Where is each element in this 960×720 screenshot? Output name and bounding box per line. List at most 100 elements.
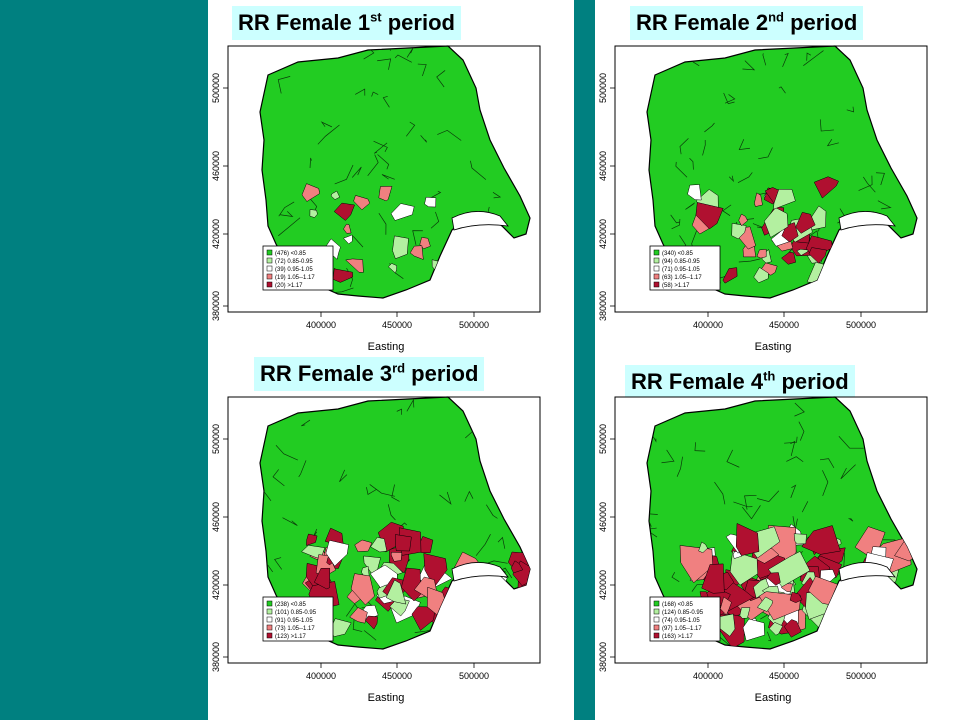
legend-entry: (101) 0.85-0.95 (275, 610, 317, 616)
district-boundary (412, 230, 423, 245)
district-boundary (742, 505, 761, 520)
district-patch (679, 545, 714, 584)
x-tick-label: 500000 (459, 320, 489, 330)
district-patch (813, 176, 839, 199)
district-patch (345, 258, 364, 273)
district-boundary (723, 92, 735, 105)
district-boundary (863, 176, 876, 193)
y-tick-label: 420000 (211, 570, 221, 600)
district-patch (301, 183, 320, 202)
district-boundary (282, 517, 298, 526)
legend-swatch (266, 616, 273, 623)
district-patch (353, 195, 371, 211)
district-patch (773, 189, 796, 210)
district-boundary (298, 460, 307, 478)
district-patch (309, 209, 318, 218)
x-tick-label: 500000 (459, 671, 489, 681)
x-tick-label: 400000 (306, 671, 336, 681)
district-patch (722, 267, 738, 284)
district-boundary (733, 501, 753, 508)
district-boundary (334, 164, 354, 185)
district-patch (424, 196, 437, 208)
legend-entry: (39) 0.95-1.05 (275, 267, 313, 273)
district-patch (343, 223, 352, 234)
legend-entry: (63) 1.05--1.17 (662, 275, 702, 281)
legend-swatch (266, 273, 273, 280)
district-boundary (406, 398, 415, 412)
district-boundary (724, 94, 736, 104)
district-boundary (464, 490, 474, 502)
district-boundary (373, 142, 388, 154)
x-tick-label: 450000 (382, 671, 412, 681)
legend-entry: (124) 0.85-0.95 (662, 610, 704, 616)
district-patch (766, 572, 781, 586)
district-patch (395, 534, 412, 552)
district-boundary (647, 527, 658, 538)
district-boundary (406, 121, 416, 137)
district-patch (729, 550, 758, 586)
map-title: RR Female 1st period (232, 6, 461, 40)
district-patch (808, 247, 828, 264)
legend-swatch (653, 608, 660, 615)
district-boundary (381, 174, 395, 180)
district-patch (354, 539, 373, 552)
district-patch (392, 235, 409, 260)
district-patch (313, 567, 331, 590)
estuary (451, 211, 509, 231)
district-boundary (355, 88, 366, 96)
x-tick-label: 500000 (846, 320, 876, 330)
district-boundary (274, 557, 283, 570)
legend-swatch (653, 257, 660, 264)
x-tick-label: 450000 (382, 320, 412, 330)
district-boundary (714, 481, 726, 505)
district-patch (350, 573, 375, 606)
choropleth-map: (168) <0.85 (124) 0.85-0.95 (74) 0.95-1.05… (598, 396, 928, 704)
y-tick-label: 460000 (211, 151, 221, 181)
district-boundary (275, 445, 298, 461)
district-patch (365, 615, 378, 630)
district-boundary (822, 470, 829, 496)
district-boundary (742, 60, 756, 71)
district-boundary (377, 154, 390, 170)
district-patches (647, 50, 914, 288)
district-boundary (339, 469, 348, 482)
y-tick-label: 500000 (211, 73, 221, 103)
district-boundary (671, 572, 680, 583)
district-boundary (470, 160, 487, 180)
district-boundary (485, 560, 508, 565)
district-boundary (382, 95, 390, 108)
district-boundary (801, 501, 809, 513)
district-boundary (803, 50, 824, 66)
district-patch (409, 245, 424, 260)
district-boundary (301, 419, 311, 427)
district-patch (732, 551, 743, 559)
district-boundary (876, 172, 885, 186)
legend-entry: (20) >1.17 (275, 283, 303, 289)
district-patch (687, 184, 702, 201)
district-boundary (277, 76, 291, 94)
district-boundary (784, 436, 798, 444)
y-tick-label: 380000 (598, 291, 608, 321)
district-boundary (391, 484, 400, 502)
map-legend: (168) <0.85 (124) 0.85-0.95 (74) 0.95-1.05… (649, 596, 721, 642)
y-tick-label: 420000 (598, 219, 608, 249)
district-boundary (647, 513, 658, 527)
center-divider-band (574, 0, 595, 720)
district-boundary (371, 91, 379, 97)
district-boundary (728, 175, 735, 183)
y-tick-label: 500000 (598, 73, 608, 103)
y-tick-label: 500000 (211, 424, 221, 454)
district-patch (754, 192, 763, 207)
district-boundary (439, 491, 452, 505)
district-boundary (846, 106, 855, 113)
district-boundary (309, 157, 312, 168)
map-legend: (238) <0.85 (101) 0.85-0.95 (91) 0.95-1.05… (262, 596, 334, 642)
y-tick-label: 420000 (211, 219, 221, 249)
legend-swatch (653, 616, 660, 623)
district-boundary (278, 201, 295, 217)
district-boundary (492, 192, 502, 199)
district-boundary (794, 402, 805, 417)
district-boundary (790, 440, 796, 456)
district-boundary (786, 456, 804, 463)
district-patch (768, 621, 784, 636)
